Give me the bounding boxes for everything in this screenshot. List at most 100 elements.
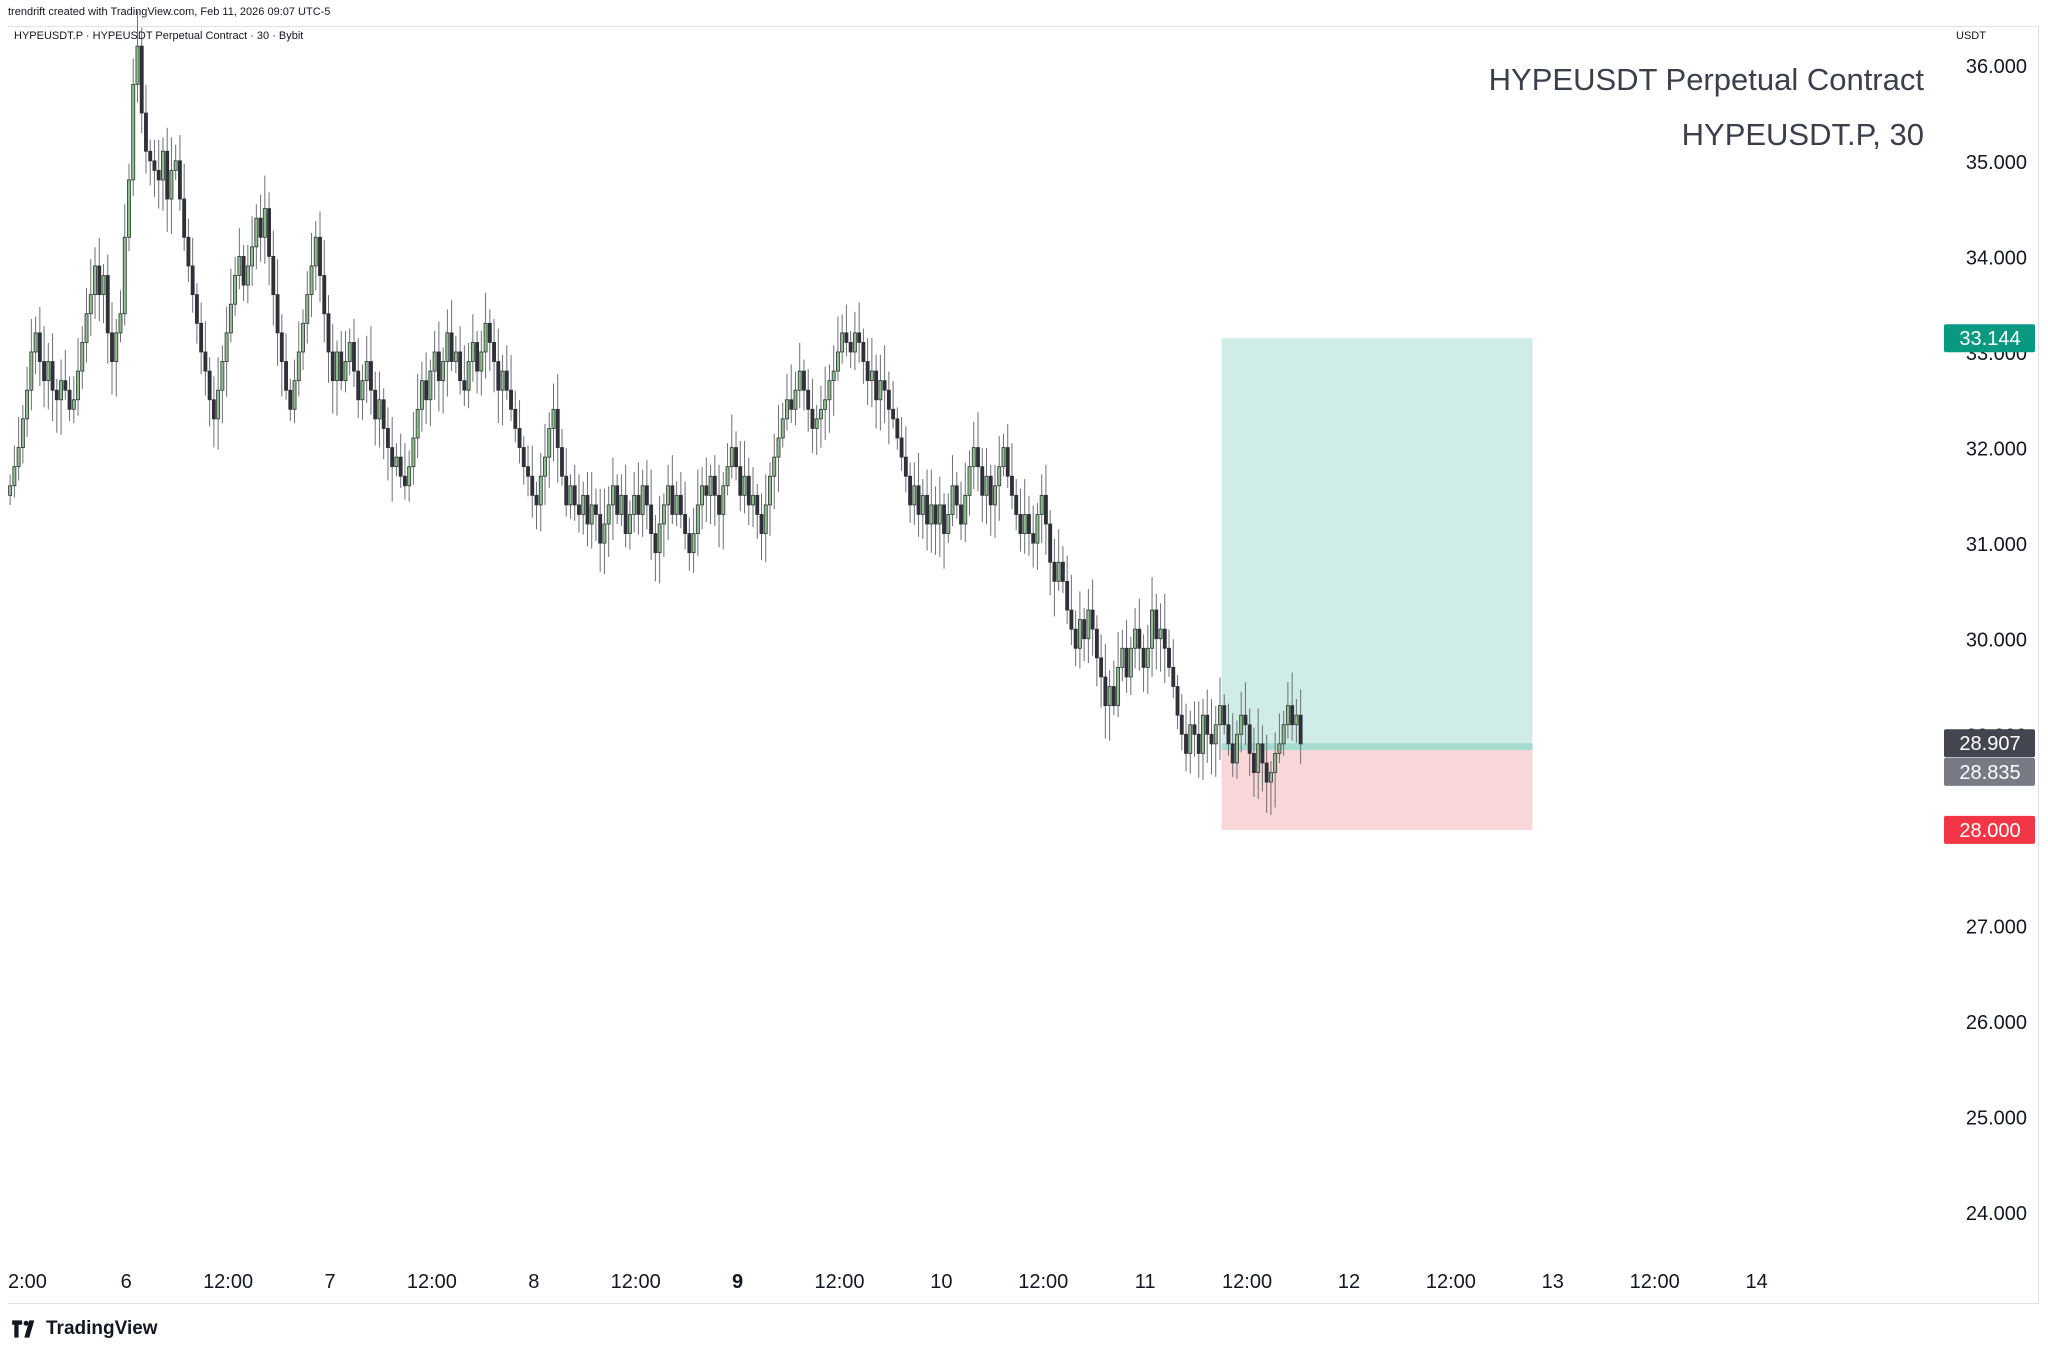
candle-body bbox=[63, 380, 68, 391]
candle-body bbox=[1256, 743, 1261, 773]
candle-body bbox=[59, 380, 63, 401]
candle-body bbox=[326, 313, 331, 353]
candle-body bbox=[369, 361, 373, 391]
candle-body bbox=[177, 160, 182, 200]
candle-body bbox=[114, 332, 119, 362]
price-chart[interactable]: 24.00025.00026.00027.00028.00029.00030.0… bbox=[0, 0, 2048, 1310]
candle-body bbox=[67, 389, 72, 410]
candle-body bbox=[725, 466, 730, 487]
time-tick-label: 8 bbox=[528, 1271, 539, 1293]
chart-credit: trendrift created with TradingView.com, … bbox=[8, 6, 331, 18]
candle-body bbox=[394, 456, 399, 468]
entry-price-badge-text: 28.835 bbox=[1959, 762, 2020, 784]
candle-body bbox=[585, 494, 590, 525]
candle-body bbox=[190, 265, 195, 296]
tradingview-logo[interactable]: TradingView bbox=[10, 1318, 158, 1340]
candle-body bbox=[916, 485, 921, 515]
candle-body bbox=[1010, 475, 1014, 496]
price-unit-label: USDT bbox=[1956, 30, 1986, 42]
candle-body bbox=[1082, 619, 1087, 640]
candle-body bbox=[776, 437, 781, 458]
candle-body bbox=[721, 485, 726, 515]
candle-body bbox=[568, 485, 573, 506]
time-tick-label: 13 bbox=[1542, 1271, 1564, 1293]
time-axis[interactable]: 2:00 6 12:00 7 12:00 8 12:00 9 12:00 10 12:00 11 12:… bbox=[8, 1271, 1768, 1293]
candle-body bbox=[980, 466, 985, 496]
candle-body bbox=[1137, 628, 1142, 649]
candle-body bbox=[1018, 514, 1023, 534]
candle-body bbox=[475, 342, 480, 372]
price-tick-label: 30.000 bbox=[1966, 630, 2027, 652]
candle-body bbox=[275, 294, 280, 334]
candle-body bbox=[763, 504, 768, 534]
candle-body bbox=[729, 447, 734, 468]
candle-body bbox=[250, 246, 255, 267]
candle-body bbox=[1196, 733, 1201, 754]
candle-body bbox=[131, 83, 136, 181]
candle-body bbox=[1247, 724, 1252, 754]
candle-body bbox=[254, 217, 259, 248]
candle-body bbox=[1294, 714, 1299, 726]
time-tick-label: 6 bbox=[121, 1271, 132, 1293]
candle-body bbox=[751, 494, 755, 506]
candle-body bbox=[619, 494, 624, 515]
candle-body bbox=[742, 475, 747, 496]
candle-body bbox=[653, 533, 658, 554]
candle-body bbox=[364, 361, 369, 382]
candle-body bbox=[88, 294, 93, 315]
candle-body bbox=[827, 380, 832, 401]
candle-body bbox=[25, 389, 30, 420]
candle-body bbox=[946, 514, 951, 534]
candle-body bbox=[432, 351, 437, 372]
candle-body bbox=[844, 332, 849, 343]
candle-body bbox=[793, 389, 798, 410]
candle-body bbox=[1056, 561, 1061, 582]
candle-body bbox=[504, 370, 509, 391]
candle-body bbox=[577, 504, 581, 515]
price-tick-label: 31.000 bbox=[1966, 534, 2027, 556]
candle-body bbox=[768, 475, 772, 506]
candle-body bbox=[296, 351, 301, 382]
candle-body bbox=[398, 456, 403, 477]
candle-body bbox=[993, 485, 997, 506]
price-axis[interactable]: 24.00025.00026.00027.00028.00029.00030.0… bbox=[1966, 56, 2027, 1225]
long-position-tool[interactable] bbox=[1221, 338, 1533, 830]
candle-body bbox=[602, 523, 607, 544]
candle-body bbox=[649, 504, 654, 534]
candle-body bbox=[1158, 628, 1163, 640]
candle-body bbox=[560, 447, 564, 477]
time-tick-label: 9 bbox=[732, 1271, 743, 1293]
candle-body bbox=[20, 418, 25, 448]
candle-body bbox=[241, 255, 246, 286]
candlestick-series[interactable] bbox=[8, 10, 1303, 816]
candle-body bbox=[1043, 494, 1048, 525]
candle-body bbox=[920, 494, 925, 515]
candle-body bbox=[1192, 724, 1197, 735]
candle-body bbox=[1048, 523, 1053, 563]
tradingview-logo-text: TradingView bbox=[46, 1318, 158, 1339]
candle-body bbox=[759, 514, 764, 534]
candle-body bbox=[186, 236, 191, 267]
symbol-legend[interactable]: HYPEUSDT.P · HYPEUSDT Perpetual Contract… bbox=[14, 30, 304, 42]
candle-body bbox=[105, 275, 110, 334]
candle-body bbox=[50, 361, 55, 391]
candle-body bbox=[292, 380, 297, 410]
candle-body bbox=[852, 332, 857, 353]
candle-body bbox=[589, 504, 594, 525]
candle-body bbox=[606, 504, 611, 525]
candle-body bbox=[237, 255, 242, 276]
candle-body bbox=[402, 475, 407, 487]
candle-body bbox=[313, 236, 318, 267]
candle-body bbox=[318, 236, 322, 276]
candle-body bbox=[165, 150, 170, 200]
candle-body bbox=[1277, 743, 1282, 754]
candle-body bbox=[288, 389, 293, 410]
candle-body bbox=[678, 494, 683, 515]
candle-body bbox=[526, 466, 530, 477]
candle-body bbox=[8, 485, 13, 496]
candle-body bbox=[1167, 647, 1171, 668]
candle-body bbox=[42, 361, 47, 382]
candle-body bbox=[687, 533, 692, 554]
candle-body bbox=[1065, 580, 1070, 611]
candle-body bbox=[1230, 743, 1235, 764]
